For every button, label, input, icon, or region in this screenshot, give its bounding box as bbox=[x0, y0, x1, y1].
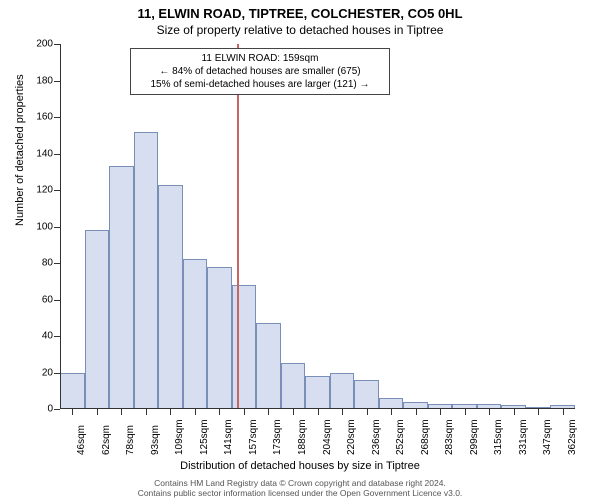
x-tick bbox=[293, 409, 294, 415]
y-tick-label: 80 bbox=[42, 258, 53, 269]
x-tick bbox=[244, 409, 245, 415]
x-tick bbox=[342, 409, 343, 415]
histogram-bar bbox=[207, 267, 232, 409]
x-axis-line bbox=[60, 408, 575, 409]
x-tick-label: 188sqm bbox=[297, 419, 308, 455]
histogram-bar bbox=[354, 380, 379, 409]
y-tick bbox=[54, 409, 60, 410]
x-tick-label: 173sqm bbox=[272, 419, 283, 455]
histogram-bar bbox=[134, 132, 159, 409]
x-tick-label: 268sqm bbox=[420, 419, 431, 455]
histogram-bar bbox=[305, 376, 330, 409]
y-tick-label: 0 bbox=[47, 404, 53, 415]
x-tick-label: 331sqm bbox=[518, 419, 529, 455]
x-tick bbox=[219, 409, 220, 415]
x-tick-label: 157sqm bbox=[248, 419, 259, 455]
annotation-line3: 15% of semi-detached houses are larger (… bbox=[137, 78, 383, 91]
x-axis-title: Distribution of detached houses by size … bbox=[0, 460, 600, 472]
x-tick bbox=[121, 409, 122, 415]
y-tick-label: 120 bbox=[36, 185, 53, 196]
x-tick bbox=[146, 409, 147, 415]
x-tick-label: 362sqm bbox=[567, 419, 578, 455]
histogram-bar bbox=[232, 285, 257, 409]
x-tick-label: 125sqm bbox=[199, 419, 210, 455]
x-tick bbox=[72, 409, 73, 415]
x-tick bbox=[195, 409, 196, 415]
x-tick bbox=[538, 409, 539, 415]
x-tick bbox=[465, 409, 466, 415]
x-tick-label: 62sqm bbox=[101, 425, 112, 455]
histogram-bar bbox=[281, 363, 306, 409]
x-tick-label: 315sqm bbox=[493, 419, 504, 455]
page-subtitle: Size of property relative to detached ho… bbox=[0, 21, 600, 37]
x-tick bbox=[318, 409, 319, 415]
y-tick-label: 20 bbox=[42, 367, 53, 378]
x-tick bbox=[391, 409, 392, 415]
x-tick bbox=[367, 409, 368, 415]
annotation-box: 11 ELWIN ROAD: 159sqm ← 84% of detached … bbox=[130, 48, 390, 95]
y-tick-label: 60 bbox=[42, 294, 53, 305]
histogram-bar bbox=[60, 373, 85, 410]
plot-area: 02040608010012014016018020046sqm62sqm78s… bbox=[60, 44, 575, 409]
x-tick-label: 141sqm bbox=[223, 419, 234, 455]
x-tick-label: 220sqm bbox=[346, 419, 357, 455]
page-title: 11, ELWIN ROAD, TIPTREE, COLCHESTER, CO5… bbox=[0, 0, 600, 21]
histogram-bar bbox=[330, 373, 355, 410]
x-tick-label: 283sqm bbox=[444, 419, 455, 455]
footer-text: Contains HM Land Registry data © Crown c… bbox=[0, 478, 600, 498]
x-tick-label: 204sqm bbox=[322, 419, 333, 455]
chart-container: 11, ELWIN ROAD, TIPTREE, COLCHESTER, CO5… bbox=[0, 0, 600, 500]
x-tick-label: 252sqm bbox=[395, 419, 406, 455]
x-tick bbox=[489, 409, 490, 415]
y-axis-title: Number of detached properties bbox=[14, 74, 26, 226]
x-tick bbox=[563, 409, 564, 415]
x-tick bbox=[170, 409, 171, 415]
footer-line2: Contains public sector information licen… bbox=[0, 488, 600, 498]
histogram-bar bbox=[109, 166, 134, 409]
x-tick bbox=[97, 409, 98, 415]
x-tick-label: 299sqm bbox=[469, 419, 480, 455]
histogram-bar bbox=[158, 185, 183, 409]
x-tick-label: 347sqm bbox=[542, 419, 553, 455]
x-tick bbox=[514, 409, 515, 415]
x-tick-label: 109sqm bbox=[174, 419, 185, 455]
y-tick-label: 100 bbox=[36, 221, 53, 232]
x-tick-label: 93sqm bbox=[150, 425, 161, 455]
y-tick-label: 180 bbox=[36, 75, 53, 86]
x-tick-label: 46sqm bbox=[76, 425, 87, 455]
y-axis-line bbox=[60, 44, 61, 409]
reference-line bbox=[237, 44, 239, 409]
x-tick bbox=[440, 409, 441, 415]
annotation-line1: 11 ELWIN ROAD: 159sqm bbox=[137, 52, 383, 65]
x-tick bbox=[268, 409, 269, 415]
y-tick-label: 160 bbox=[36, 112, 53, 123]
x-tick bbox=[416, 409, 417, 415]
histogram-bar bbox=[256, 323, 281, 409]
y-tick-label: 40 bbox=[42, 331, 53, 342]
histogram-bar bbox=[183, 259, 208, 409]
y-tick-label: 140 bbox=[36, 148, 53, 159]
histogram-bar bbox=[85, 230, 110, 409]
x-tick-label: 236sqm bbox=[371, 419, 382, 455]
y-tick-label: 200 bbox=[36, 39, 53, 50]
annotation-line2: ← 84% of detached houses are smaller (67… bbox=[137, 65, 383, 78]
x-tick-label: 78sqm bbox=[125, 425, 136, 455]
footer-line1: Contains HM Land Registry data © Crown c… bbox=[0, 478, 600, 488]
